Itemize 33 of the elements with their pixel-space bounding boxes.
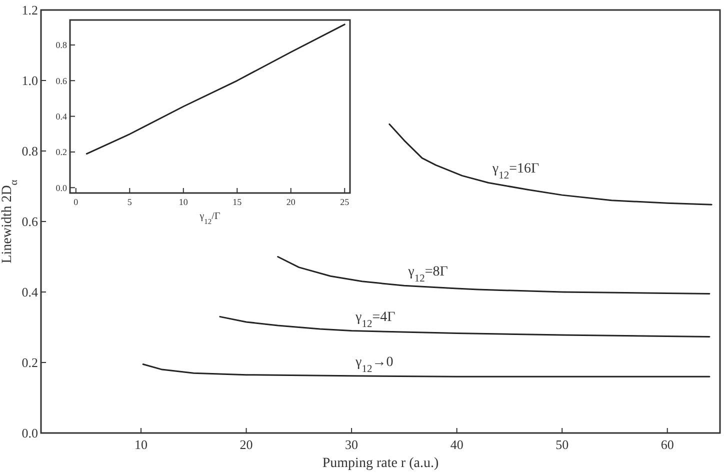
series-label: γ$_{12}$→0 (354, 354, 394, 374)
y-tick-label: 0.0 (56, 182, 68, 193)
series-label: γ$_{12}$=4Γ (354, 310, 396, 330)
y-tick-label: 0.8 (56, 40, 68, 50)
x-tick-label: 60 (660, 437, 674, 452)
x-tick-label: 50 (556, 437, 569, 452)
x-tick-label: 30 (345, 437, 358, 452)
x-tick-label: 10 (178, 197, 188, 207)
x-tick-label: 20 (286, 197, 296, 207)
y-tick-label: 0.2 (56, 147, 67, 158)
x-axis-title: Pumping rate r (a.u.) (322, 456, 439, 471)
y-tick-label: 0.4 (56, 111, 68, 122)
y-tick-label: 1.0 (22, 73, 38, 88)
x-tick-label: 10 (134, 437, 148, 452)
line-series (277, 256, 710, 295)
line-series (388, 123, 712, 206)
line-series (86, 24, 346, 155)
series-label: γ$_{12}$=8Γ (407, 264, 448, 284)
x-tick-label: 20 (240, 437, 253, 452)
y-tick-label: 1.2 (22, 2, 38, 18)
x-axis-title: γ$_{12}$/Γ (198, 211, 220, 226)
x-tick-label: 15 (232, 197, 242, 207)
y-tick-label: 0.2 (22, 355, 38, 370)
y-tick-label: 0.0 (22, 426, 38, 441)
x-tick-label: 25 (340, 197, 350, 207)
y-tick-label: 0.6 (22, 214, 38, 230)
x-tick-label: 0 (74, 197, 79, 207)
y-tick-label: 0.6 (56, 76, 68, 86)
x-tick-label: 40 (450, 437, 464, 452)
y-tick-label: 0.4 (22, 284, 38, 300)
y-tick-label: 0.8 (22, 144, 38, 159)
x-tick-label: 5 (127, 197, 132, 207)
series-label: γ$_{12}$=16Γ (491, 162, 540, 182)
